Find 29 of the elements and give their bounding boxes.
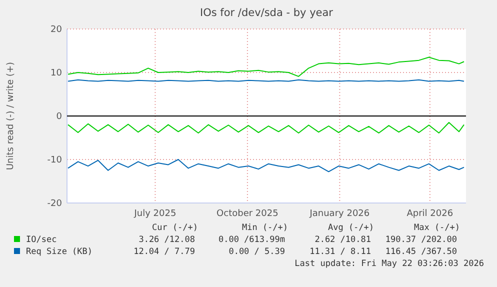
legend-label: IO/sec [26, 235, 57, 245]
text: Last update: Fri May 22 03:26:03 2026 [294, 259, 484, 269]
y-axis-title: Units read (-) / write (+) [6, 62, 16, 170]
x-tick-label: October 2025 [216, 209, 278, 219]
text: Max (-/+) [414, 223, 460, 233]
text: 2.62 /10.81 [314, 235, 371, 245]
text: 190.37 /202.00 [385, 235, 457, 245]
y-tick-label: 0 [56, 112, 62, 122]
y-tick-label: 20 [50, 25, 62, 35]
x-tick-label: July 2025 [133, 209, 176, 219]
text: 0.00 /613.99m [218, 235, 285, 245]
text: 3.26 /12.08 [138, 235, 195, 245]
text: 11.31 / 8.11 [310, 247, 371, 257]
x-tick-label: April 2026 [406, 209, 454, 219]
text: 116.45 /367.50 [385, 247, 457, 257]
text: Min (-/+) [242, 223, 288, 233]
text: 0.00 / 5.39 [228, 247, 285, 257]
y-tick-label: 10 [50, 68, 62, 78]
text: 12.04 / 7.79 [134, 247, 195, 257]
line-series [68, 159, 464, 172]
line-series [68, 122, 464, 134]
chart-title: IOs for /dev/sda - by year [200, 7, 334, 19]
text: Cur (-/+) [152, 223, 198, 233]
x-tick-label: January 2026 [308, 209, 370, 219]
y-tick-label: -20 [47, 199, 62, 209]
text: Avg (-/+) [328, 223, 374, 233]
legend-label: Req Size (KB) [26, 247, 93, 257]
y-tick-label: -10 [47, 156, 62, 166]
line-series [68, 56, 464, 77]
